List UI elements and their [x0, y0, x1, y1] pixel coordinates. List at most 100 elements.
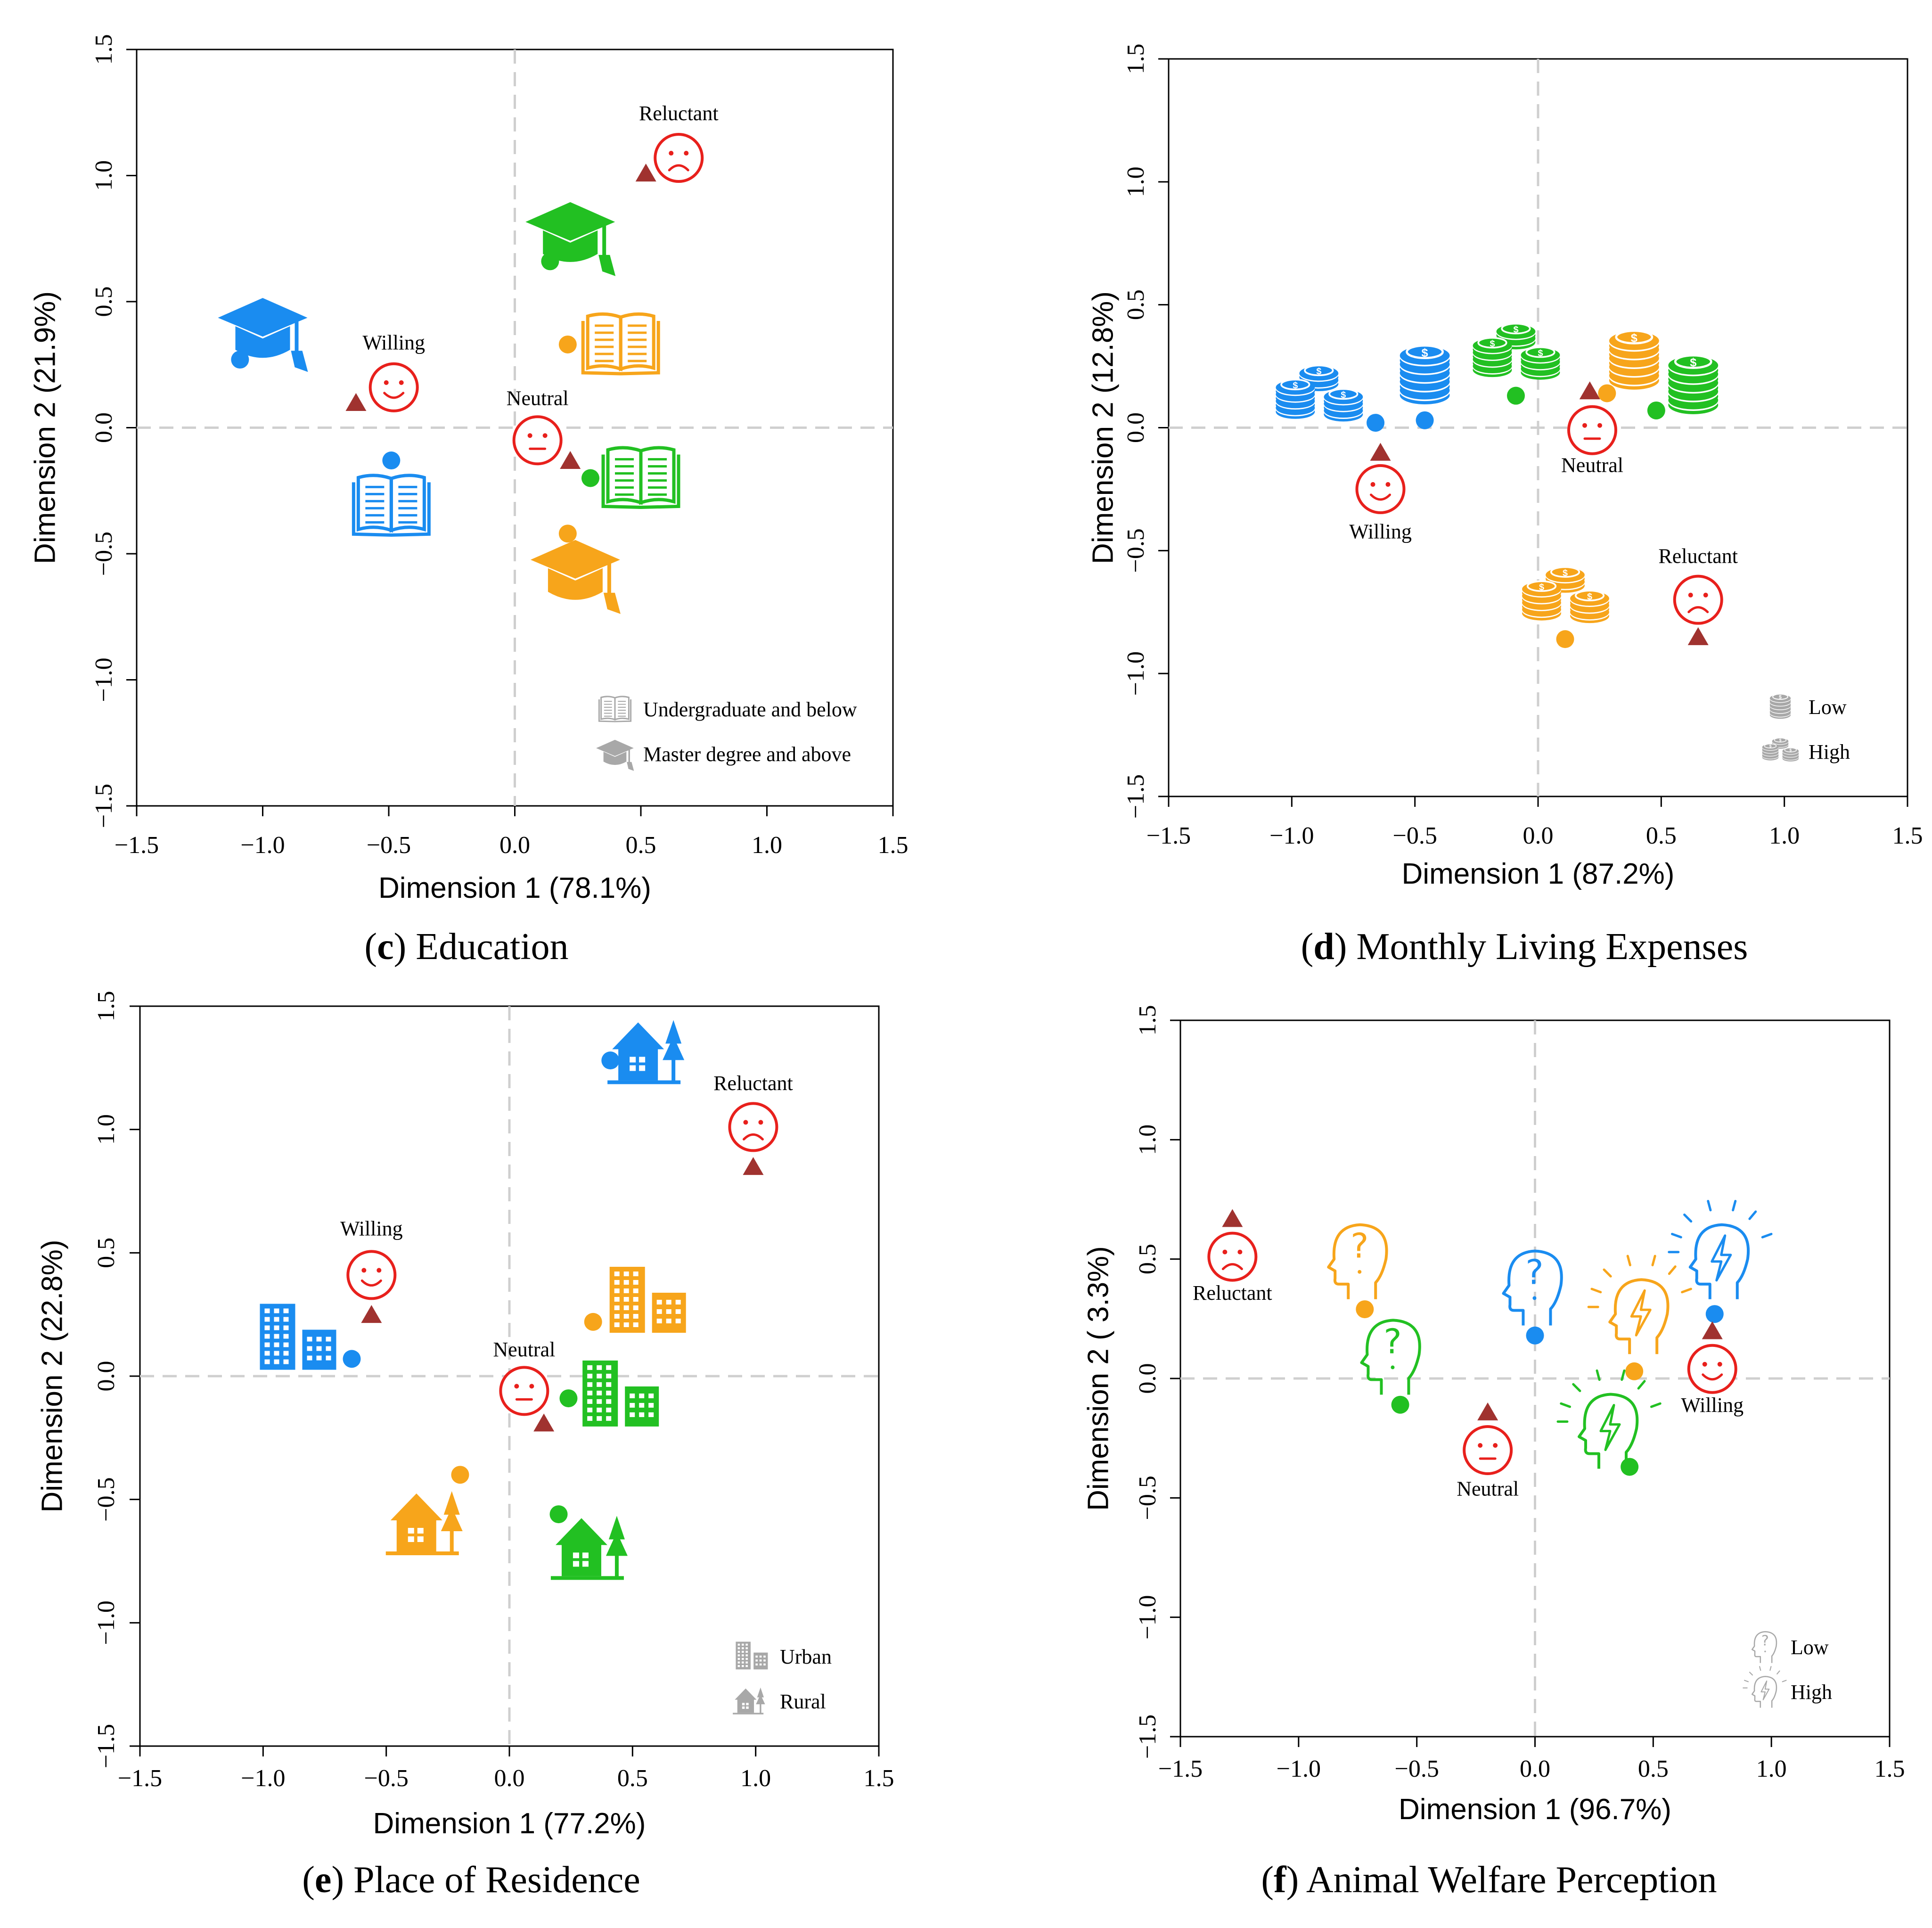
svg-text:$: $: [1779, 738, 1782, 743]
attitude-label: Reluctant: [639, 102, 719, 125]
category-point-green-high: [1506, 386, 1525, 405]
y-tick-label: 0.5: [93, 1238, 120, 1268]
svg-text:$: $: [1316, 366, 1321, 377]
svg-text:$: $: [1769, 744, 1772, 748]
head-bolt-icon: [1587, 1255, 1692, 1354]
category-point-orange-master: [558, 525, 577, 543]
smile-face-icon: [346, 1250, 397, 1300]
x-tick-label: −1.0: [1269, 822, 1314, 849]
coins-icon: $: [1668, 354, 1719, 414]
panel-f: −1.5−1.5 −1.0 −1.0 −0.5 −0.5 0.0 0.0 0.5 0.5 1.0 1…: [1082, 1005, 1905, 1901]
svg-text:$: $: [1690, 356, 1696, 369]
x-tick-label: −0.5: [1395, 1756, 1439, 1782]
svg-text:$: $: [1563, 568, 1568, 578]
y-tick-label: 0.0: [90, 412, 117, 443]
smile-face-icon: [1687, 1344, 1737, 1394]
cap-icon: [218, 298, 308, 372]
smile-face-icon: [368, 362, 419, 412]
svg-text:$: $: [1779, 695, 1782, 700]
legend-coins-icon: $: [1769, 693, 1791, 719]
svg-text:?: ?: [1761, 1633, 1769, 1649]
category-point-green-low: [1647, 401, 1665, 419]
x-axis-title: Dimension 1 (96.7%): [1399, 1793, 1671, 1826]
x-tick-label: 1.5: [864, 1765, 894, 1792]
attitude-point-neutral: [533, 1413, 555, 1432]
category-point-blue-rural: [601, 1051, 620, 1070]
house-icon: [385, 1491, 463, 1555]
x-tick-label: −0.5: [364, 1765, 409, 1792]
attitude-point-willing: [1370, 443, 1391, 461]
caption-text: Monthly Living Expenses: [1356, 926, 1748, 968]
x-axis-title: Dimension 1 (78.1%): [378, 872, 651, 904]
y-tick-label: −0.5: [1134, 1476, 1161, 1520]
attitude-point-reluctant: [635, 164, 656, 182]
coins-cluster-icon: $ $ $: [1522, 566, 1609, 624]
panel-d: −1.5 −1.5 −1.0 −1.0 −0.5 −0.5 0.0 0.0 0.5 0.5 1.0 1…: [1087, 44, 1923, 968]
attitude-point-willing: [1702, 1321, 1723, 1339]
y-tick-label: 1.0: [90, 160, 117, 191]
svg-text:$: $: [1341, 390, 1346, 400]
x-tick-label: 0.0: [1520, 1756, 1550, 1782]
frown-face-icon: [1207, 1231, 1258, 1282]
neutral-face-icon: [512, 415, 563, 466]
attitude-label: Willing: [340, 1217, 403, 1240]
y-tick-label: 0.0: [93, 1361, 120, 1392]
svg-text:$: $: [1293, 380, 1298, 391]
panel-caption: (e) Place of Residence: [302, 1859, 640, 1901]
head-question-icon: ?: [1502, 1249, 1563, 1326]
coins-icon: $: [1400, 344, 1450, 404]
plot-frame: [1179, 1019, 1891, 1738]
svg-text:?: ?: [1384, 1321, 1401, 1361]
category-point-orange-high: [1625, 1362, 1644, 1380]
category-point-orange-high: [1556, 630, 1574, 648]
attitude-point-willing: [345, 393, 367, 411]
x-tick-label: −1.5: [118, 1765, 162, 1792]
x-tick-label: 1.0: [752, 832, 782, 859]
legend-head-question-icon: ?: [1751, 1631, 1777, 1663]
legend-book-icon: [598, 696, 632, 722]
x-tick-label: −1.5: [1158, 1756, 1203, 1782]
caption-text: Animal Welfare Perception: [1306, 1859, 1717, 1901]
legend-label: Master degree and above: [643, 743, 851, 766]
book-icon: [601, 446, 680, 509]
x-tick-label: 0.5: [1638, 1756, 1669, 1782]
svg-text:$: $: [1631, 332, 1637, 345]
category-point-green-high: [1621, 1458, 1639, 1476]
house-icon: [550, 1516, 628, 1580]
neutral-face-icon: [1463, 1425, 1513, 1475]
y-tick-label: −1.5: [93, 1724, 120, 1768]
frown-face-icon: [1673, 574, 1723, 625]
x-tick-label: 1.5: [1875, 1756, 1905, 1782]
attitude-label: Neutral: [1561, 453, 1623, 476]
caption-text: Place of Residence: [353, 1859, 640, 1901]
coins-icon: $: [1609, 329, 1659, 390]
x-tick-label: 1.0: [1769, 822, 1800, 849]
svg-text:$: $: [1538, 348, 1543, 358]
y-tick-label: 1.5: [93, 991, 120, 1022]
y-tick-label: 1.5: [90, 34, 117, 65]
smile-face-icon: [1355, 464, 1406, 514]
y-tick-label: −1.5: [1122, 774, 1149, 819]
x-tick-label: −1.0: [241, 1765, 285, 1792]
x-tick-label: −1.0: [1277, 1756, 1321, 1782]
category-point-blue-master: [231, 351, 249, 369]
category-point-blue-undergrad: [382, 451, 401, 470]
category-point-blue-high: [1705, 1305, 1724, 1323]
y-tick-label: 1.5: [1122, 44, 1149, 74]
attitude-label: Reluctant: [1193, 1281, 1272, 1304]
category-point-blue-urban: [343, 1350, 361, 1368]
house-icon: [607, 1020, 685, 1084]
y-tick-label: −0.5: [1122, 528, 1149, 573]
x-tick-label: 0.5: [1646, 822, 1677, 849]
attitude-label: Willing: [1349, 520, 1412, 543]
y-tick-label: 0.5: [1134, 1244, 1161, 1274]
y-axis-title: Dimension 2 ( 3.3%): [1082, 1246, 1114, 1511]
panel-e: −1.5−1.5 −1.0 −1.0 −0.5 −0.5 0.0 0.0 0.5 0.5 1.0 1…: [36, 991, 894, 1901]
caption-text: Education: [416, 926, 568, 968]
buildings-icon: [609, 1267, 686, 1333]
panel-caption: (f) Animal Welfare Perception: [1261, 1859, 1717, 1901]
panel-c: −1.5 −1.5 −1.0 −1.0 −0.5 −0.5 0.0 0.0 0.5 0.5 1.0 1…: [29, 34, 908, 968]
category-point-green-undergrad: [581, 469, 599, 487]
head-question-icon: ?: [1327, 1223, 1388, 1299]
